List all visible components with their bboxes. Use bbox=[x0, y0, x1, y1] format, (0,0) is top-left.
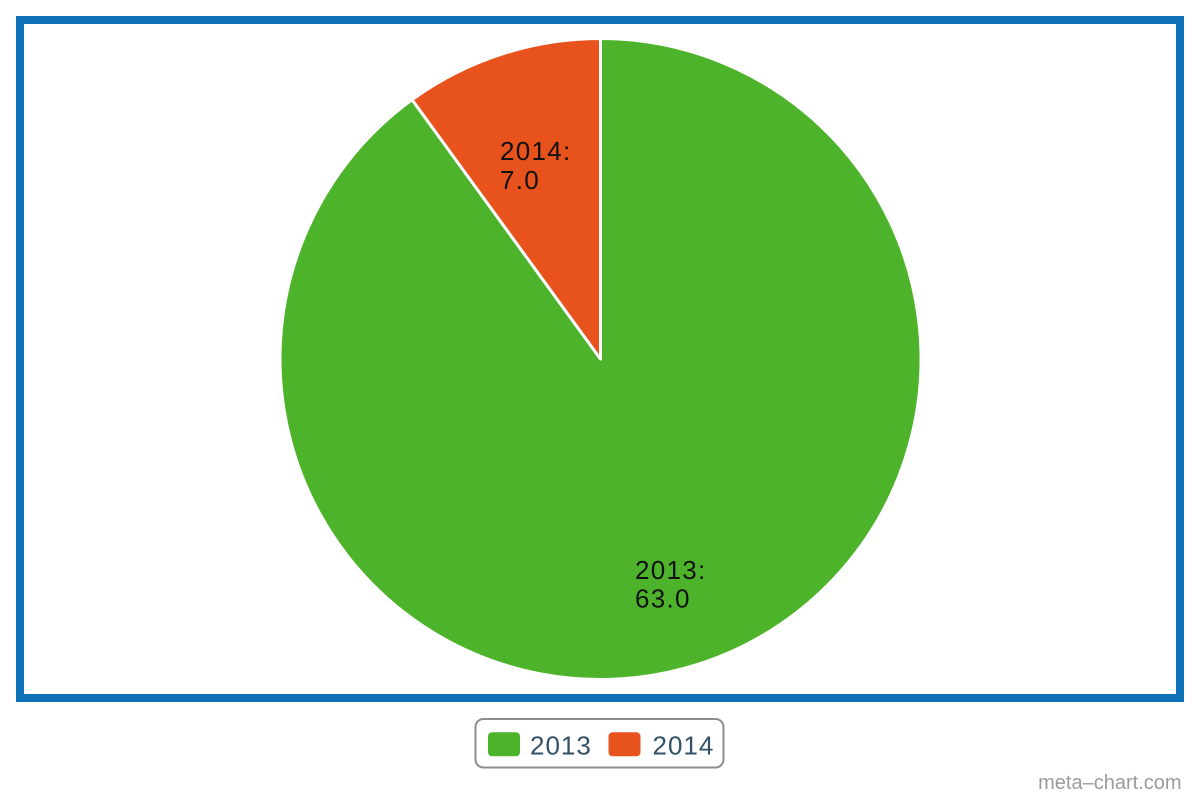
svg-text:2014: 2014 bbox=[653, 731, 715, 761]
svg-text:2014:: 2014: bbox=[500, 136, 572, 166]
svg-text:2013:: 2013: bbox=[635, 555, 707, 585]
svg-text:meta–chart.com: meta–chart.com bbox=[1038, 772, 1181, 794]
svg-text:2013: 2013 bbox=[530, 731, 592, 761]
svg-text:7.0: 7.0 bbox=[500, 165, 540, 195]
svg-text:63.0: 63.0 bbox=[635, 584, 691, 614]
